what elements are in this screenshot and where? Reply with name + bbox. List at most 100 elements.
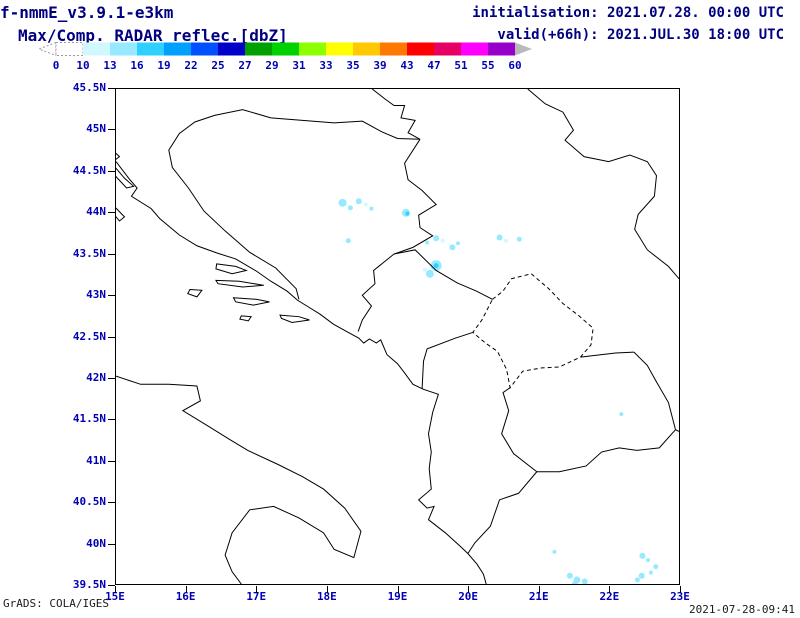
- island-outline: [116, 167, 135, 189]
- colorbar-tick-label: 55: [481, 59, 495, 72]
- colorbar-segment: [407, 42, 434, 56]
- radar-echo: [363, 202, 368, 207]
- island-outline: [187, 288, 203, 298]
- radar-echo: [433, 235, 440, 242]
- island-outline: [232, 297, 270, 306]
- colorbar-tick-label: 13: [103, 59, 117, 72]
- grads-credit: GrADS: COLA/IGES: [3, 597, 109, 610]
- valid-time: valid(+66h): 2021.JUL.30 18:00 UTC: [497, 27, 784, 43]
- colorbar-tick-label: 35: [346, 59, 360, 72]
- radar-echo: [646, 558, 651, 563]
- colorbar-segment: [299, 42, 326, 56]
- radar-echo: [639, 552, 646, 559]
- radar-echo: [552, 549, 557, 554]
- colorbar-tick-label: 0: [52, 59, 60, 72]
- y-axis-tick: [108, 170, 115, 172]
- radar-echo: [425, 269, 434, 278]
- colorbar-segment: [137, 42, 164, 56]
- island-outline: [279, 314, 310, 323]
- border-line: [357, 139, 437, 332]
- y-axis-tick: [108, 88, 115, 89]
- y-axis-tick: [108, 253, 115, 255]
- radar-echo: [653, 564, 659, 570]
- x-axis-tick: [115, 586, 116, 593]
- y-axis-label: 40N: [86, 536, 106, 550]
- x-axis-label: 20E: [458, 590, 479, 603]
- y-axis-label: 42.5N: [72, 329, 106, 343]
- colorbar-left-arrow: [38, 42, 57, 57]
- radar-echo: [433, 263, 439, 269]
- creation-timestamp: 2021-07-28-09:41: [689, 603, 795, 616]
- radar-echo: [355, 198, 362, 205]
- x-axis-tick: [326, 586, 328, 593]
- y-axis-tick: [108, 502, 115, 504]
- initialisation-time: initialisation: 2021.07.28. 00:00 UTC: [472, 5, 784, 21]
- colorbar-segment: [110, 42, 137, 56]
- colorbar-segment: [353, 42, 380, 56]
- map: [116, 89, 679, 584]
- colorbar-segment: [164, 42, 191, 56]
- colorbar-tick-label: 25: [211, 59, 225, 72]
- model-title: f-nmmE_v3.9.1-e3km: [0, 3, 174, 22]
- radar-echo: [619, 412, 624, 417]
- border-line: [467, 471, 538, 554]
- radar-echo: [345, 238, 351, 244]
- colorbar-tick-label: 60: [508, 59, 522, 72]
- radar-echo: [581, 578, 588, 584]
- colorbar-tick-label: 19: [157, 59, 171, 72]
- y-axis-label: 40.5N: [72, 495, 106, 509]
- border-line: [116, 161, 487, 584]
- radar-echo: [496, 234, 503, 241]
- x-axis-label: 18E: [316, 590, 337, 603]
- y-axis-tick: [108, 129, 115, 131]
- colorbar-tick-label: 33: [319, 59, 333, 72]
- colorbar-segment: [461, 42, 488, 56]
- radar-echo: [449, 244, 456, 251]
- colorbar-tick-label: 51: [454, 59, 468, 72]
- x-axis-label: 19E: [387, 590, 408, 603]
- y-axis-tick: [108, 585, 115, 586]
- border-line: [421, 331, 473, 389]
- x-axis-tick: [609, 586, 611, 593]
- radar-echo: [648, 570, 653, 575]
- radar-echo: [566, 572, 573, 579]
- border-line: [371, 89, 421, 140]
- radar-echo: [405, 211, 410, 216]
- border-line: [168, 109, 421, 300]
- border-line: [536, 429, 676, 473]
- colorbar-segment: [83, 42, 110, 56]
- x-axis-label: 16E: [175, 590, 196, 603]
- island-outline: [215, 279, 264, 288]
- y-axis-label: 42N: [86, 370, 106, 384]
- radar-echo: [516, 236, 522, 242]
- y-axis-label: 45N: [86, 122, 106, 136]
- island-outline: [116, 152, 121, 160]
- y-axis-tick: [108, 460, 115, 462]
- colorbar-segment: [434, 42, 461, 56]
- colorbar: [38, 42, 532, 57]
- x-axis-tick: [538, 586, 540, 593]
- y-axis-label: 39.5N: [72, 578, 106, 591]
- island-outline: [215, 263, 248, 275]
- y-axis-label: 43.5N: [72, 246, 106, 260]
- colorbar-tick-label: 27: [238, 59, 252, 72]
- colorbar-tick-labels: 0 10 13 16 19 22 25 27 29 31 33 35 39 43 47 51 55 60: [38, 59, 578, 72]
- colorbar-tick-label: 10: [76, 59, 90, 72]
- y-axis-label: 41.5N: [72, 412, 106, 426]
- radar-echo: [422, 267, 427, 272]
- radar-echo: [338, 198, 347, 207]
- colorbar-tick-label: 29: [265, 59, 279, 72]
- island-outline: [239, 315, 253, 322]
- y-axis-tick: [108, 543, 115, 545]
- radar-echo: [369, 206, 374, 211]
- radar-echo: [638, 572, 645, 579]
- x-axis-tick: [680, 586, 681, 593]
- colorbar-segment: [488, 42, 515, 56]
- y-axis-label: 44.5N: [72, 163, 106, 177]
- border-line: [501, 387, 538, 473]
- border-line: [580, 351, 634, 358]
- radar-echo: [571, 581, 578, 584]
- y-axis-label: 44N: [86, 205, 106, 219]
- colorbar-tick-label: 31: [292, 59, 306, 72]
